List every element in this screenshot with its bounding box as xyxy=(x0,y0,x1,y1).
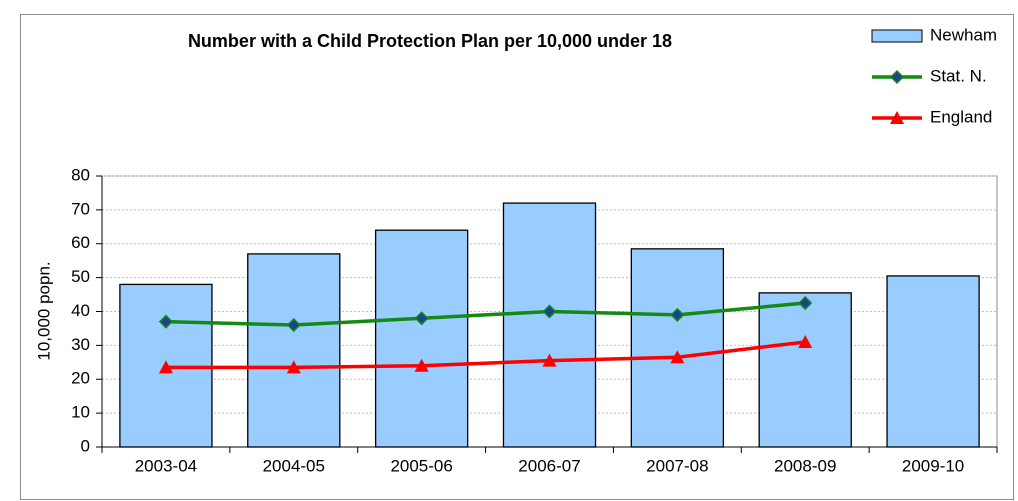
y-tick-label: 30 xyxy=(71,335,90,354)
y-tick-label: 50 xyxy=(71,267,90,286)
x-tick-label: 2005-06 xyxy=(390,456,452,475)
bar xyxy=(374,229,469,448)
marker xyxy=(286,360,301,374)
marker xyxy=(542,304,557,319)
bar xyxy=(502,202,597,448)
legend-label: Newham xyxy=(930,25,997,44)
marker xyxy=(889,69,905,85)
x-tick-label: 2008-09 xyxy=(774,456,836,475)
chart-title: Number with a Child Protection Plan per … xyxy=(188,31,672,51)
y-axis-label: 10,000 popn. xyxy=(34,261,53,360)
marker xyxy=(286,317,301,333)
marker xyxy=(414,358,429,372)
y-tick-label: 60 xyxy=(71,233,90,252)
marker xyxy=(542,353,557,367)
x-tick-label: 2004-05 xyxy=(263,456,325,475)
y-tick-label: 80 xyxy=(71,165,90,184)
line xyxy=(165,340,806,370)
x-tick-label: 2007-08 xyxy=(646,456,708,475)
legend-swatch xyxy=(871,29,923,43)
marker xyxy=(890,111,904,124)
bar xyxy=(630,248,725,448)
legend-label: England xyxy=(930,107,992,126)
legend-label: Stat. N. xyxy=(930,66,987,85)
line xyxy=(165,301,806,327)
marker xyxy=(798,295,813,311)
x-tick-label: 2003-04 xyxy=(135,456,197,475)
marker xyxy=(158,360,173,374)
y-tick-label: 70 xyxy=(71,199,90,218)
marker xyxy=(414,311,429,326)
marker xyxy=(798,334,813,348)
x-tick-label: 2006-07 xyxy=(518,456,580,475)
y-tick-label: 20 xyxy=(71,369,90,388)
y-tick-label: 0 xyxy=(81,436,90,455)
y-tick-label: 10 xyxy=(71,403,90,422)
bar xyxy=(758,292,852,448)
x-tick-label: 2009-10 xyxy=(902,456,964,475)
bar xyxy=(247,253,341,448)
y-tick-label: 40 xyxy=(71,301,90,320)
marker xyxy=(670,350,685,364)
marker xyxy=(158,314,173,329)
bar xyxy=(886,275,980,448)
marker xyxy=(670,307,685,322)
